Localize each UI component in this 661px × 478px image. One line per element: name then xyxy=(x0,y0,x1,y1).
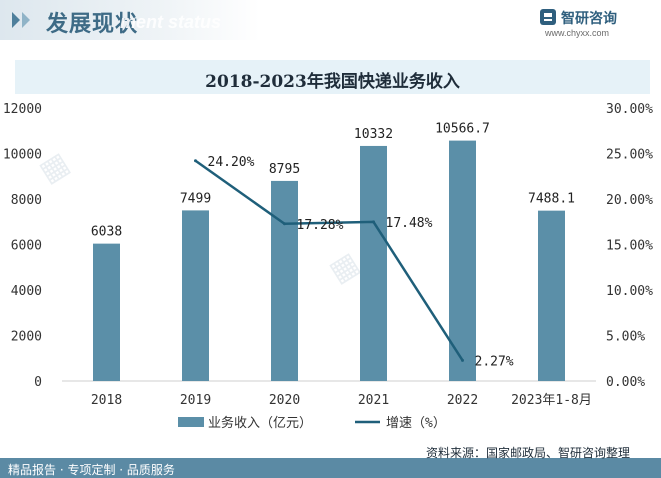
left-tick-label: 12000 xyxy=(3,102,42,117)
brand: 智研咨询 www.chyxx.com xyxy=(539,6,649,40)
left-tick-label: 10000 xyxy=(3,148,42,163)
x-tick-label: 2018 xyxy=(91,393,122,408)
section-subtitle-ghost: ment status xyxy=(120,12,222,32)
line-point xyxy=(283,222,286,226)
line-data-label: 17.28% xyxy=(297,218,344,233)
legend-line-label: 增速（%） xyxy=(386,416,446,431)
line-data-label: 17.48% xyxy=(386,216,433,231)
line-labels: 24.20% 17.28% 17.48% 2.27% xyxy=(194,155,514,369)
growth-line xyxy=(194,159,464,362)
right-tick-label: 20.00% xyxy=(606,193,653,208)
brand-name: 智研咨询 xyxy=(561,11,617,27)
legend: 业务收入（亿元） 增速（%） xyxy=(178,415,446,431)
bar-data-label: 10332 xyxy=(354,127,393,142)
line-point xyxy=(194,159,197,163)
x-tick-label: 2019 xyxy=(180,393,211,408)
footer: 精品报告 · 专项定制 · 品质服务 资料来源：国家邮政局、智研咨询整理 xyxy=(0,446,661,478)
left-tick-label: 6000 xyxy=(11,239,42,254)
x-tick-label: 2021 xyxy=(358,393,389,408)
bar-data-label: 7499 xyxy=(180,191,211,206)
footer-tagline: 精品报告 · 专项定制 · 品质服务 xyxy=(8,463,175,477)
double-chevron-icon xyxy=(12,12,30,28)
bar xyxy=(449,140,476,381)
x-tick-label: 2023年1-8月 xyxy=(511,393,592,408)
right-tick-label: 25.00% xyxy=(606,148,653,163)
left-tick-label: 4000 xyxy=(11,284,42,299)
legend-bar-swatch xyxy=(178,417,204,427)
right-tick-label: 5.00% xyxy=(606,330,645,345)
section-title: 发展现状 xyxy=(46,12,139,37)
line-point xyxy=(372,220,375,224)
bar xyxy=(271,180,298,381)
header: 发展现状 ment status 智研咨询 www.chyxx.com xyxy=(0,0,661,44)
x-tick-label: 2022 xyxy=(447,393,478,408)
right-tick-label: 0.00% xyxy=(606,375,645,390)
bar xyxy=(538,210,565,381)
bar-labels: 6038 7499 8795 10332 10566.7 7488.1 xyxy=(91,122,575,240)
right-tick-label: 30.00% xyxy=(606,102,653,117)
right-tick-label: 15.00% xyxy=(606,239,653,254)
bar-data-label: 10566.7 xyxy=(435,122,490,137)
right-axis: 0.00% 5.00% 10.00% 15.00% 20.00% 25.00% 30.00% xyxy=(606,102,653,390)
bar-data-label: 7488.1 xyxy=(528,192,575,207)
legend-bar-label: 业务收入（亿元） xyxy=(208,415,312,431)
brand-url: www.chyxx.com xyxy=(545,28,610,38)
chart-title-band: 2018-2023年我国快递业务收入 xyxy=(15,60,650,94)
brand-logo-icon xyxy=(540,9,556,25)
bar-series xyxy=(93,140,565,381)
header-bar xyxy=(0,0,260,40)
left-tick-label: 8000 xyxy=(11,193,42,208)
left-axis: 0 2000 4000 6000 8000 10000 12000 xyxy=(3,102,42,390)
left-tick-label: 0 xyxy=(34,375,42,390)
bar xyxy=(182,210,209,381)
line-data-label: 24.20% xyxy=(208,155,255,170)
x-tick-label: 2020 xyxy=(269,393,300,408)
left-tick-label: 2000 xyxy=(11,330,42,345)
right-tick-label: 10.00% xyxy=(606,284,653,299)
line-data-label: 2.27% xyxy=(475,354,514,369)
bar-data-label: 8795 xyxy=(269,162,300,177)
bar xyxy=(360,145,387,381)
source-note: 资料来源：国家邮政局、智研咨询整理 xyxy=(426,446,631,460)
bar xyxy=(93,243,120,381)
line-point xyxy=(461,358,464,362)
chart-title: 2018-2023年我国快递业务收入 xyxy=(205,72,460,92)
bar-data-label: 6038 xyxy=(91,225,122,240)
x-axis: 2018 2019 2020 2021 2022 2023年1-8月 xyxy=(91,393,592,408)
